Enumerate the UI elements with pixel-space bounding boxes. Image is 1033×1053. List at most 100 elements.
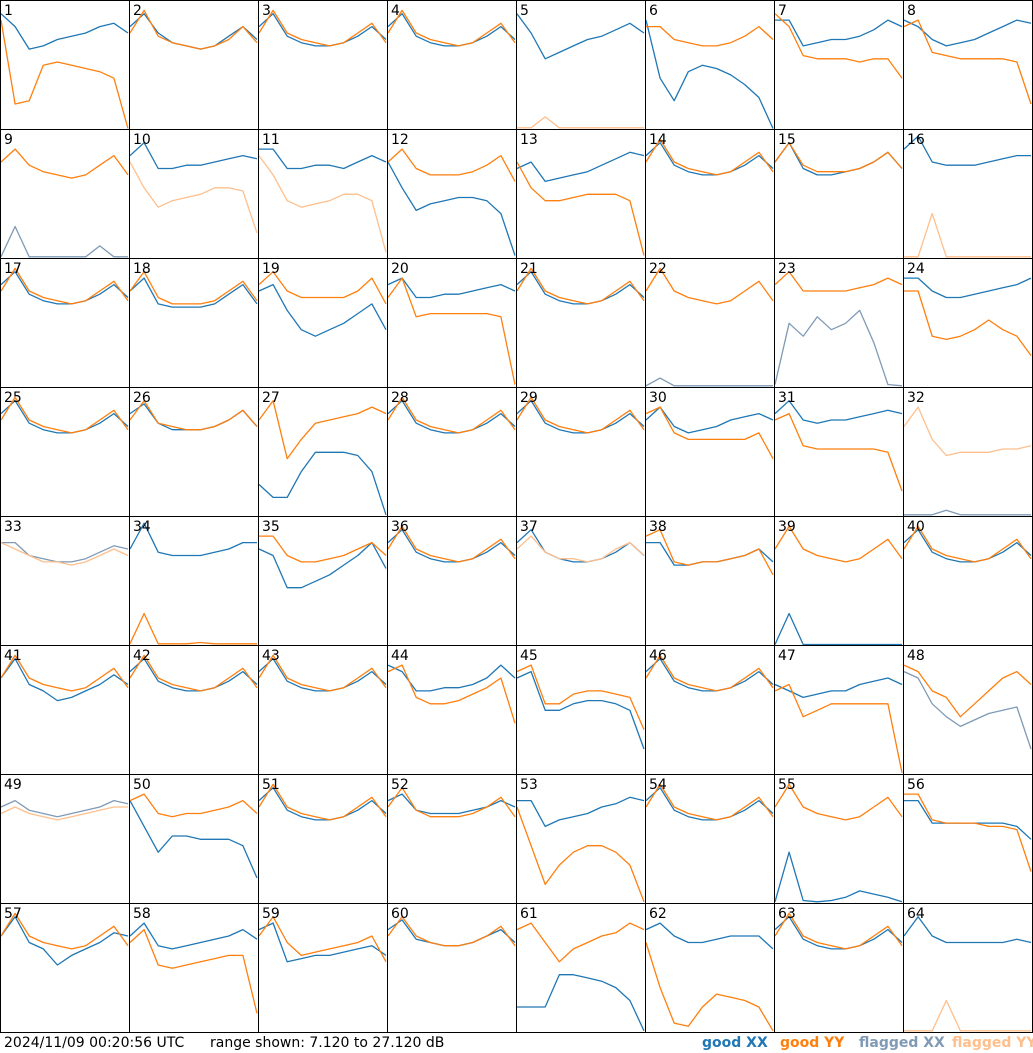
panel-label: 11 bbox=[262, 132, 280, 148]
xx-trace bbox=[258, 283, 387, 337]
yy-trace bbox=[0, 267, 129, 305]
yy-trace bbox=[774, 783, 903, 821]
xx-trace bbox=[774, 851, 903, 903]
panel-label: 30 bbox=[649, 390, 667, 406]
yy-trace bbox=[646, 25, 774, 47]
xx-trace bbox=[645, 658, 774, 692]
yy-trace bbox=[517, 116, 644, 129]
range-label: range shown: 7.120 to 27.120 dB bbox=[210, 1035, 444, 1051]
yy-trace bbox=[645, 942, 774, 1032]
xx-trace bbox=[516, 670, 645, 750]
panel: 11 bbox=[258, 129, 388, 259]
yy-trace bbox=[516, 161, 645, 256]
yy-trace bbox=[258, 654, 387, 692]
panel-label: 38 bbox=[649, 519, 667, 535]
xx-trace bbox=[775, 19, 903, 47]
panel-label: 52 bbox=[391, 777, 409, 793]
yy-trace bbox=[645, 529, 774, 576]
panel-label: 1 bbox=[4, 3, 13, 19]
panel-label: 31 bbox=[778, 390, 796, 406]
yy-trace bbox=[0, 148, 129, 179]
yy-trace bbox=[129, 654, 258, 692]
yy-trace bbox=[904, 290, 1032, 356]
yy-trace bbox=[387, 9, 516, 47]
yy-trace bbox=[258, 400, 387, 460]
yy-trace bbox=[903, 406, 1032, 457]
yy-trace bbox=[0, 912, 129, 950]
xx-trace bbox=[516, 13, 645, 60]
xx-trace bbox=[645, 19, 774, 129]
xx-trace bbox=[387, 529, 516, 563]
panel-label: 58 bbox=[133, 906, 151, 922]
xx-trace bbox=[129, 277, 258, 308]
yy-trace bbox=[774, 525, 903, 563]
xx-trace bbox=[259, 148, 387, 170]
xx-trace bbox=[517, 974, 645, 1032]
xx-trace bbox=[258, 922, 387, 963]
xx-trace bbox=[516, 529, 645, 563]
xx-trace bbox=[387, 277, 516, 299]
yy-trace bbox=[129, 928, 258, 1014]
panel: 54 bbox=[645, 774, 775, 904]
legend-entry: flagged XX bbox=[859, 1035, 945, 1051]
yy-trace bbox=[516, 922, 645, 963]
panel-label: 55 bbox=[778, 777, 796, 793]
xx-trace bbox=[129, 658, 258, 692]
yy-trace bbox=[129, 271, 258, 305]
xx-trace bbox=[903, 916, 1032, 944]
yy-trace bbox=[645, 406, 774, 460]
panel-label: 23 bbox=[778, 261, 796, 277]
panel-label: 7 bbox=[778, 3, 787, 19]
yy-trace bbox=[516, 535, 645, 563]
panel-label: 36 bbox=[391, 519, 409, 535]
panel: 59 bbox=[258, 903, 388, 1033]
panel: 14 bbox=[645, 129, 775, 259]
xx-trace bbox=[774, 612, 902, 646]
panel-label: 59 bbox=[262, 906, 280, 922]
yy-trace bbox=[904, 999, 1031, 1032]
panel-label: 51 bbox=[262, 777, 280, 793]
yy-trace bbox=[387, 664, 516, 724]
xx-trace bbox=[129, 922, 258, 950]
xx-trace bbox=[904, 277, 1032, 299]
xx-trace bbox=[0, 658, 129, 702]
yy-trace bbox=[258, 271, 387, 305]
yy-trace bbox=[129, 161, 258, 234]
panel-label: 37 bbox=[520, 519, 538, 535]
xx-trace bbox=[258, 451, 387, 516]
yy-trace bbox=[903, 19, 1032, 105]
yy-trace bbox=[645, 783, 774, 821]
panel-label: 54 bbox=[649, 777, 667, 793]
panel-label: 41 bbox=[4, 648, 22, 664]
xx-trace bbox=[387, 13, 516, 47]
xx-trace bbox=[645, 377, 773, 387]
yy-trace bbox=[258, 783, 387, 821]
panel-label: 62 bbox=[649, 906, 667, 922]
panel-label: 47 bbox=[778, 648, 796, 664]
panel-label: 28 bbox=[391, 390, 409, 406]
yy-trace bbox=[129, 400, 258, 431]
panel-label: 64 bbox=[907, 906, 925, 922]
yy-trace bbox=[774, 13, 903, 79]
panel-label: 2 bbox=[133, 3, 142, 19]
panel-label: 33 bbox=[4, 519, 22, 535]
panel-label: 25 bbox=[4, 390, 22, 406]
panel: 17 bbox=[0, 258, 130, 388]
xx-trace bbox=[1, 541, 129, 563]
yy-trace bbox=[516, 396, 645, 434]
yy-trace bbox=[259, 535, 387, 563]
yy-trace bbox=[258, 155, 387, 253]
panel: 20 bbox=[387, 258, 517, 388]
yy-trace bbox=[258, 9, 387, 47]
panel: 29 bbox=[516, 387, 646, 517]
legend-entry: good YY bbox=[780, 1035, 845, 1051]
yy-trace bbox=[0, 806, 128, 821]
panel-label: 43 bbox=[262, 648, 280, 664]
xx-trace bbox=[387, 793, 516, 815]
yy-trace bbox=[774, 683, 903, 773]
yy-trace bbox=[645, 267, 774, 305]
xx-trace bbox=[774, 916, 903, 950]
yy-trace bbox=[387, 916, 516, 947]
yy-trace bbox=[774, 412, 903, 492]
xx-trace bbox=[258, 658, 387, 692]
